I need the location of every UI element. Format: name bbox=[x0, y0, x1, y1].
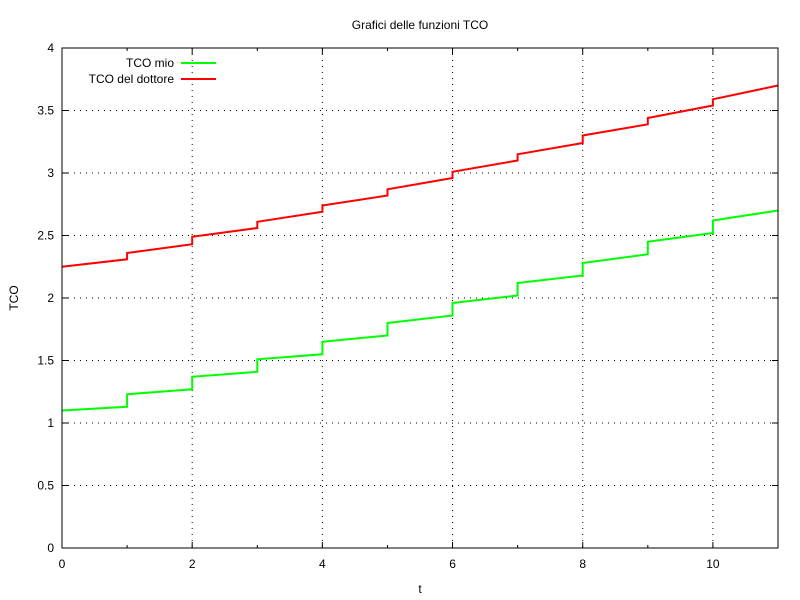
y-tick-label: 2 bbox=[47, 291, 54, 305]
plot-frame bbox=[61, 47, 779, 549]
y-tick-label: 1 bbox=[47, 416, 54, 430]
x-tick-label: 6 bbox=[449, 557, 456, 571]
y-tick-label: 3.5 bbox=[37, 104, 54, 118]
legend-label: TCO mio bbox=[126, 56, 174, 70]
x-tick-label: 4 bbox=[319, 557, 326, 571]
x-tick-label: 2 bbox=[189, 557, 196, 571]
series-layer bbox=[61, 84, 779, 412]
x-tick-label: 10 bbox=[706, 557, 720, 571]
y-tick-label: 2.5 bbox=[37, 229, 54, 243]
x-tick-label: 0 bbox=[59, 557, 66, 571]
y-tick-label: 0 bbox=[47, 541, 54, 555]
y-tick-label: 0.5 bbox=[37, 479, 54, 493]
grid bbox=[62, 48, 778, 548]
chart-title: Grafici delle funzioni TCO bbox=[352, 18, 489, 32]
y-tick-label: 1.5 bbox=[37, 354, 54, 368]
y-tick-label: 4 bbox=[47, 41, 54, 55]
legend: TCO mio TCO del dottore bbox=[89, 56, 216, 86]
x-tick-label: 8 bbox=[579, 557, 586, 571]
legend-label: TCO del dottore bbox=[89, 72, 175, 86]
y-tick-label: 3 bbox=[47, 166, 54, 180]
series-line-tco-mio bbox=[61, 209, 779, 412]
x-axis-label: t bbox=[418, 582, 422, 596]
ticks: 0 2 4 6 8 10 0 0.5 1 1.5 2 2.5 3 3.5 4 bbox=[37, 41, 779, 571]
series-line-tco-del-dottore bbox=[61, 84, 779, 268]
y-axis-label: TCO bbox=[7, 285, 21, 310]
